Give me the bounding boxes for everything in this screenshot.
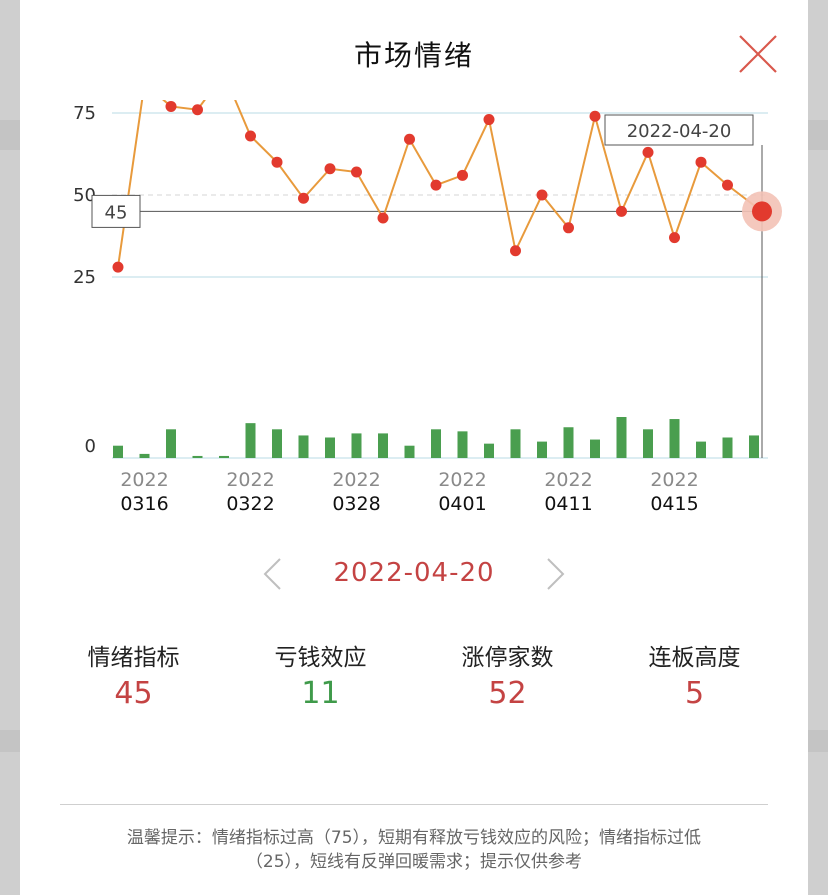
- data-point: [430, 179, 442, 191]
- crosshair-value-box: [91, 194, 141, 228]
- volume-bar: [272, 429, 282, 458]
- data-point: [192, 104, 203, 116]
- x-tick-date: 0401: [438, 493, 486, 515]
- next-date-button[interactable]: [544, 556, 568, 592]
- data-point: [563, 222, 574, 234]
- y-tick-label: 0: [85, 436, 96, 457]
- data-point: [616, 205, 627, 217]
- y-tick-label: 50: [73, 185, 96, 206]
- volume-bar: [563, 427, 574, 458]
- volume-bar: [219, 455, 229, 458]
- chevron-left-icon: [263, 558, 281, 590]
- volume-bar: [722, 437, 733, 458]
- prev-date-button[interactable]: [260, 556, 284, 592]
- x-tick-year: 2022: [650, 469, 698, 491]
- close-button[interactable]: [734, 32, 782, 78]
- y-tick-label: 75: [73, 103, 96, 124]
- data-point: [510, 245, 521, 257]
- stat-consecutive-height: 连板高度 5: [601, 638, 788, 711]
- volume-bar: [113, 445, 123, 458]
- data-point: [457, 169, 468, 181]
- y-tick-label: 25: [73, 267, 96, 288]
- volume-bar: [749, 435, 759, 458]
- x-tick-year: 2022: [438, 469, 486, 491]
- data-point: [404, 133, 415, 145]
- data-point: [165, 100, 177, 112]
- data-point: [324, 163, 336, 175]
- stat-label: 涨停家数: [461, 645, 554, 671]
- stat-loss-effect: 亏钱效应 11: [227, 638, 414, 711]
- sentiment-chart[interactable]: 1007550250452022-04-20202203162022032220…: [0, 100, 828, 530]
- dialog-title: 市场情绪: [353, 39, 474, 72]
- data-point: [245, 130, 256, 142]
- close-icon: [739, 35, 777, 73]
- stat-value: 52: [488, 676, 527, 711]
- volume-bar: [696, 441, 706, 458]
- volume-bar: [537, 441, 547, 458]
- stat-value: 45: [114, 676, 153, 711]
- volume-bar: [378, 433, 388, 458]
- x-tick-date: 0328: [332, 493, 380, 515]
- stat-label: 连板高度: [648, 645, 741, 671]
- stat-sentiment-index: 情绪指标 45: [40, 638, 227, 711]
- x-tick-year: 2022: [544, 469, 592, 491]
- volume-bar: [166, 429, 176, 458]
- data-point: [298, 192, 309, 204]
- data-point: [722, 179, 733, 191]
- volume-bar: [192, 455, 203, 458]
- volume-bar: [351, 433, 362, 458]
- volume-bar: [643, 429, 653, 458]
- stat-label: 情绪指标: [87, 645, 180, 671]
- tip-line-2: （25），短线有反弹回暖需求；提示仅供参考: [245, 852, 583, 872]
- data-point: [483, 114, 495, 126]
- data-point: [536, 189, 548, 201]
- volume-bar: [245, 423, 256, 458]
- volume-bar: [669, 419, 680, 458]
- data-point: [589, 110, 601, 122]
- crosshair-date-box: [604, 114, 754, 146]
- crosshair-date-label: 2022-04-20: [627, 121, 732, 142]
- data-point: [377, 212, 389, 224]
- volume-bar: [431, 429, 441, 458]
- volume-bar: [298, 435, 309, 458]
- chevron-right-icon: [547, 558, 565, 590]
- x-tick-date: 0411: [544, 493, 592, 515]
- volume-bar: [484, 443, 494, 458]
- volume-bar: [404, 445, 415, 458]
- volume-bar: [457, 431, 468, 458]
- volume-bar: [139, 453, 150, 458]
- volume-bar: [590, 439, 600, 458]
- x-tick-date: 0322: [226, 493, 274, 515]
- data-point: [271, 156, 283, 168]
- stat-limit-up-count: 涨停家数 52: [414, 638, 601, 711]
- x-tick-date: 0316: [120, 493, 168, 515]
- stats-row: 情绪指标 45 亏钱效应 11 涨停家数 52 连板高度 5: [40, 638, 788, 711]
- data-point: [642, 146, 654, 158]
- selected-point: [752, 201, 772, 222]
- crosshair-value-label: 45: [105, 202, 128, 223]
- volume-bar: [510, 429, 521, 458]
- volume-bar: [616, 417, 627, 458]
- x-tick-year: 2022: [226, 469, 274, 491]
- stat-label: 亏钱效应: [274, 645, 367, 671]
- data-point: [669, 232, 680, 244]
- divider: [60, 804, 768, 805]
- tip-line-1: 温馨提示：情绪指标过高（75），短期有释放亏钱效应的风险；情绪指标过低: [126, 828, 702, 848]
- data-point: [351, 166, 362, 178]
- tip-text: 温馨提示：情绪指标过高（75），短期有释放亏钱效应的风险；情绪指标过低 （25）…: [60, 826, 768, 874]
- x-tick-year: 2022: [120, 469, 168, 491]
- x-tick-date: 0415: [650, 493, 698, 515]
- data-point: [112, 261, 124, 273]
- current-date: 2022-04-20: [333, 558, 495, 588]
- volume-bar: [325, 437, 335, 458]
- data-point: [695, 156, 707, 168]
- x-tick-year: 2022: [332, 469, 380, 491]
- stat-value: 5: [684, 676, 705, 711]
- stat-value: 11: [301, 676, 340, 711]
